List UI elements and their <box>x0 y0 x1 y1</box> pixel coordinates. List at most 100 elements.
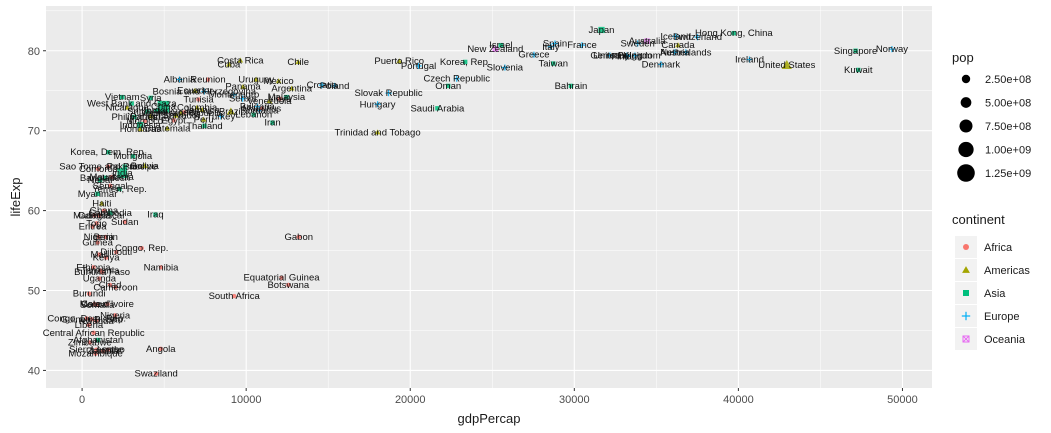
data-point <box>171 118 176 123</box>
point-label: Venezuela <box>247 96 292 107</box>
data-point <box>96 166 101 172</box>
point-label: Bolivia <box>131 161 160 172</box>
data-point <box>453 75 460 82</box>
data-point <box>194 104 200 110</box>
data-point <box>122 164 128 169</box>
point-label: Gabon <box>285 232 314 243</box>
point-label: Australia <box>629 36 667 47</box>
point-label: Italy <box>542 42 560 53</box>
data-point <box>141 162 148 168</box>
data-point <box>318 82 326 89</box>
point-label: Belgium <box>618 51 652 62</box>
data-point <box>164 125 171 131</box>
point-label: Mongolia <box>114 151 153 162</box>
point-label: Central African Republic <box>43 328 145 339</box>
point-label: Kuwait <box>844 65 873 76</box>
point-label: Korea, Rep. <box>440 57 491 68</box>
size-legend-key <box>960 97 972 108</box>
x-tick-label: 30000 <box>559 394 590 406</box>
point-label: Vietnam <box>105 92 140 103</box>
data-point <box>106 150 111 155</box>
data-point <box>86 322 92 328</box>
point-label: Libya <box>269 94 292 105</box>
point-label: Norway <box>876 44 908 55</box>
point-label: Mauritius <box>243 103 282 114</box>
point-label: Egypt <box>162 115 187 126</box>
data-point <box>91 330 96 336</box>
size-legend-key <box>959 119 973 133</box>
data-point <box>501 64 508 71</box>
point-label: Ethiopia <box>76 262 111 273</box>
data-point <box>598 26 605 34</box>
point-label: Turkey <box>207 111 236 122</box>
point-label: Yemen, Rep. <box>92 184 147 195</box>
point-label: Philippines <box>111 112 157 123</box>
point-label: Uruguay <box>238 75 274 86</box>
data-point <box>270 120 275 125</box>
x-tick-label: 20000 <box>395 394 426 406</box>
point-label: Japan <box>589 25 615 36</box>
point-label: Albania <box>164 75 196 86</box>
data-point <box>547 43 554 50</box>
data-point <box>446 83 451 89</box>
color-legend-items: Africa Americas Asia Europe Oceania <box>955 236 1030 350</box>
data-point <box>226 107 235 115</box>
point-label: Cote d'Ivoire <box>81 299 134 310</box>
data-point <box>200 116 207 122</box>
size-legend-label: 7.50e+08 <box>985 121 1031 133</box>
data-point <box>173 112 179 118</box>
point-label: Cameroon <box>93 282 137 293</box>
data-point <box>112 313 118 318</box>
point-label: Nigeria <box>100 310 131 321</box>
data-point <box>284 94 289 100</box>
point-label: Angola <box>146 344 176 355</box>
point-label: Bangladesh <box>80 173 130 184</box>
data-point <box>256 107 263 114</box>
point-label: United Kingdom <box>593 51 661 62</box>
point-label: Namibia <box>144 262 180 273</box>
point-label: Iceland <box>660 31 691 42</box>
data-point <box>644 38 650 44</box>
data-point <box>86 291 92 296</box>
data-point <box>95 240 100 245</box>
data-point <box>623 52 630 59</box>
point-label: Saudi Arabia <box>410 103 465 114</box>
point-label: Slovak Republic <box>354 88 422 99</box>
data-point <box>129 101 134 106</box>
data-point <box>201 88 208 95</box>
data-point <box>385 90 392 97</box>
point-label: Finland <box>611 51 642 62</box>
point-label: Swaziland <box>134 369 177 380</box>
point-label: Eritrea <box>79 222 108 233</box>
point-label: West Bank and Gaza <box>87 98 177 109</box>
point-label: Singapore <box>834 46 877 57</box>
data-point <box>296 234 301 240</box>
data-point <box>230 91 238 98</box>
data-point <box>109 174 114 180</box>
data-point <box>196 97 201 102</box>
color-legend-label: Asia <box>984 288 1006 300</box>
size-legend-key <box>961 74 971 84</box>
data-point <box>98 200 105 206</box>
size-legend-items: 2.50e+08 5.00e+08 7.50e+08 1.00e+09 1.25e+09 <box>957 74 1031 182</box>
data-point <box>153 371 159 376</box>
point-label: Ecuador <box>177 86 212 97</box>
data-point <box>113 285 118 290</box>
data-point <box>288 85 295 91</box>
data-point <box>132 114 137 120</box>
color-legend-key <box>961 311 971 321</box>
data-point <box>231 293 237 299</box>
point-label: Nicaragua <box>106 102 150 113</box>
data-point <box>117 186 122 192</box>
point-label: Sri Lanka <box>127 106 168 117</box>
point-label: Mali <box>90 250 107 261</box>
data-point <box>96 234 101 240</box>
data-point <box>856 67 861 73</box>
point-label: Panama <box>225 82 261 93</box>
data-point <box>240 83 246 89</box>
data-point <box>119 94 125 100</box>
color-legend-label: Americas <box>984 265 1030 277</box>
data-point <box>578 42 586 49</box>
data-point <box>435 106 440 111</box>
size-legend-label: 5.00e+08 <box>985 98 1031 110</box>
